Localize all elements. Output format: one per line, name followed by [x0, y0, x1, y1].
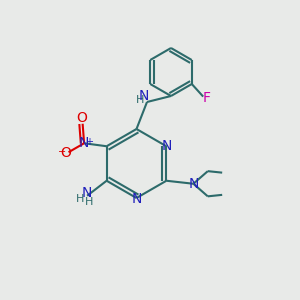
Text: +: + [85, 137, 94, 147]
Text: N: N [188, 177, 199, 191]
Text: N: N [131, 192, 142, 206]
Text: O: O [76, 111, 88, 125]
Text: H: H [85, 197, 94, 207]
Text: H: H [76, 194, 85, 204]
Text: O: O [61, 146, 72, 160]
Text: N: N [161, 139, 172, 153]
Text: N: N [81, 186, 92, 200]
Text: −: − [58, 147, 66, 157]
Text: N: N [139, 89, 149, 103]
Text: F: F [202, 91, 210, 105]
Text: H: H [136, 94, 145, 105]
Text: N: N [79, 136, 89, 150]
